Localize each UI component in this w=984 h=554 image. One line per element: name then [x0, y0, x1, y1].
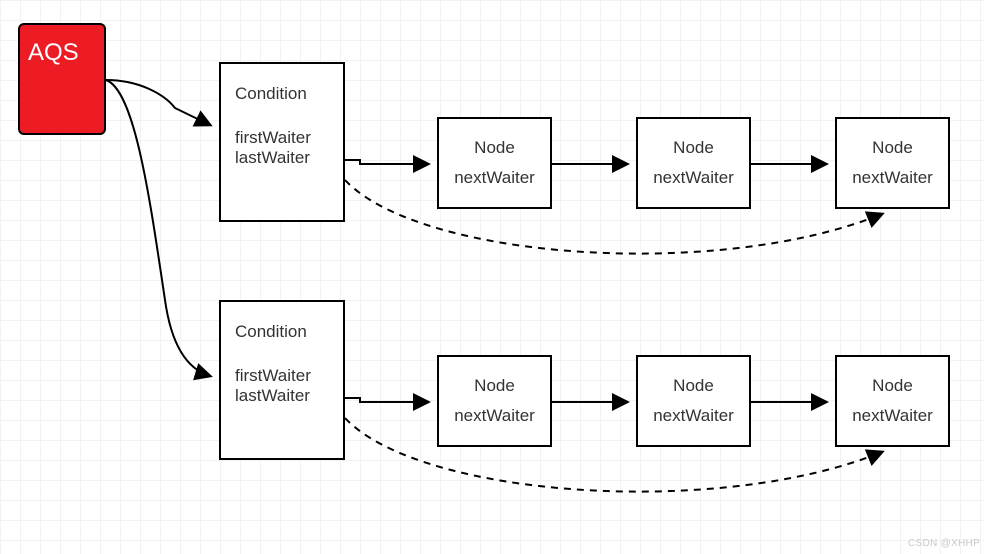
node1a-title: Node	[474, 138, 515, 158]
condition1-first: firstWaiter	[235, 128, 343, 148]
condition1-last: lastWaiter	[235, 148, 343, 168]
edge-solid	[345, 160, 428, 164]
node2c-box: Node nextWaiter	[835, 355, 950, 447]
aqs-box: AQS	[18, 23, 106, 135]
condition2-box: Condition firstWaiter lastWaiter	[219, 300, 345, 460]
node2b-box: Node nextWaiter	[636, 355, 751, 447]
node1b-title: Node	[673, 138, 714, 158]
arrows-layer	[0, 0, 984, 554]
edge-dashed	[345, 180, 882, 254]
node1a-sub: nextWaiter	[454, 168, 535, 188]
node2c-sub: nextWaiter	[852, 406, 933, 426]
condition1-title: Condition	[221, 64, 343, 104]
node1a-box: Node nextWaiter	[437, 117, 552, 209]
dashed-edges	[345, 180, 882, 492]
condition1-waiters: firstWaiter lastWaiter	[221, 104, 343, 169]
condition2-last: lastWaiter	[235, 386, 343, 406]
aqs-label: AQS	[28, 39, 96, 67]
node2c-title: Node	[872, 376, 913, 396]
condition2-first: firstWaiter	[235, 366, 343, 386]
node1c-sub: nextWaiter	[852, 168, 933, 188]
node2b-sub: nextWaiter	[653, 406, 734, 426]
node2a-box: Node nextWaiter	[437, 355, 552, 447]
node1c-box: Node nextWaiter	[835, 117, 950, 209]
edge-solid	[106, 80, 210, 125]
condition1-box: Condition firstWaiter lastWaiter	[219, 62, 345, 222]
node2a-title: Node	[474, 376, 515, 396]
node1b-sub: nextWaiter	[653, 168, 734, 188]
edge-solid	[345, 398, 428, 402]
node1b-box: Node nextWaiter	[636, 117, 751, 209]
node2b-title: Node	[673, 376, 714, 396]
edge-dashed	[345, 418, 882, 492]
edge-solid	[106, 80, 210, 376]
node2a-sub: nextWaiter	[454, 406, 535, 426]
condition2-title: Condition	[221, 302, 343, 342]
node1c-title: Node	[872, 138, 913, 158]
condition2-waiters: firstWaiter lastWaiter	[221, 342, 343, 407]
watermark: CSDN @XHHP	[908, 538, 980, 549]
